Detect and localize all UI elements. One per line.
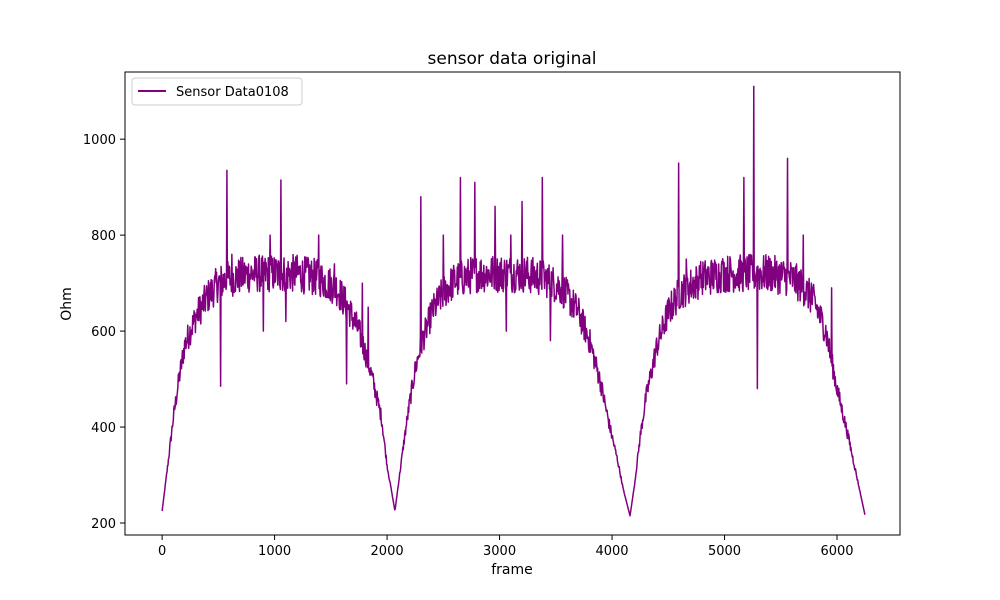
x-tick-label: 0 [158,544,166,559]
x-tick-label: 6000 [820,544,853,559]
y-tick-label: 800 [91,229,116,244]
plot-area [161,85,866,517]
axes: 0 1000 2000 3000 4000 5000 6000 200 400 600 800 100… [83,71,901,559]
x-tick-label: 5000 [708,544,741,559]
axes-frame [124,71,901,536]
y-tick-label: 400 [91,421,116,436]
y-tick-label: 1000 [83,133,116,148]
x-axis-label: frame [491,562,533,578]
y-tick-label: 600 [91,325,116,340]
legend: Sensor Data0108 [131,77,303,106]
chart-title: sensor data original [428,49,597,69]
y-axis-label: Ohm [59,287,75,321]
legend-label: Sensor Data0108 [176,85,289,100]
x-tick-label: 2000 [371,544,404,559]
x-tick-label: 1000 [258,544,291,559]
x-tick-label: 3000 [483,544,516,559]
x-tick-label: 4000 [595,544,628,559]
series-line-sensor-data0108 [161,85,866,517]
y-tick-label: 200 [91,517,116,532]
legend-frame [131,77,303,106]
